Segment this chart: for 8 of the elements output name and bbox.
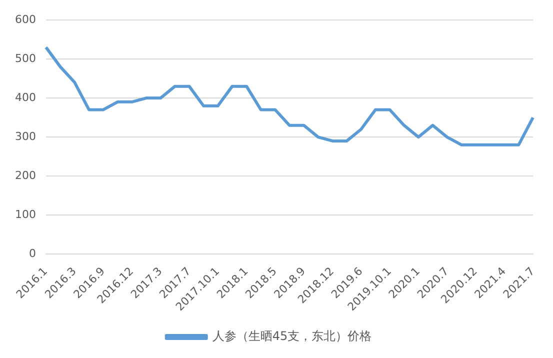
y-tick-label: 400 [14,90,36,104]
y-tick-label: 0 [28,246,36,260]
y-tick-label: 600 [14,12,36,26]
y-tick-label: 500 [14,52,36,65]
y-tick-label: 200 [14,168,36,182]
y-tick-label: 100 [14,208,36,221]
y-tick-label: 300 [14,130,36,143]
legend-label: 人参（生晒45支，东北）价格 [212,329,372,344]
